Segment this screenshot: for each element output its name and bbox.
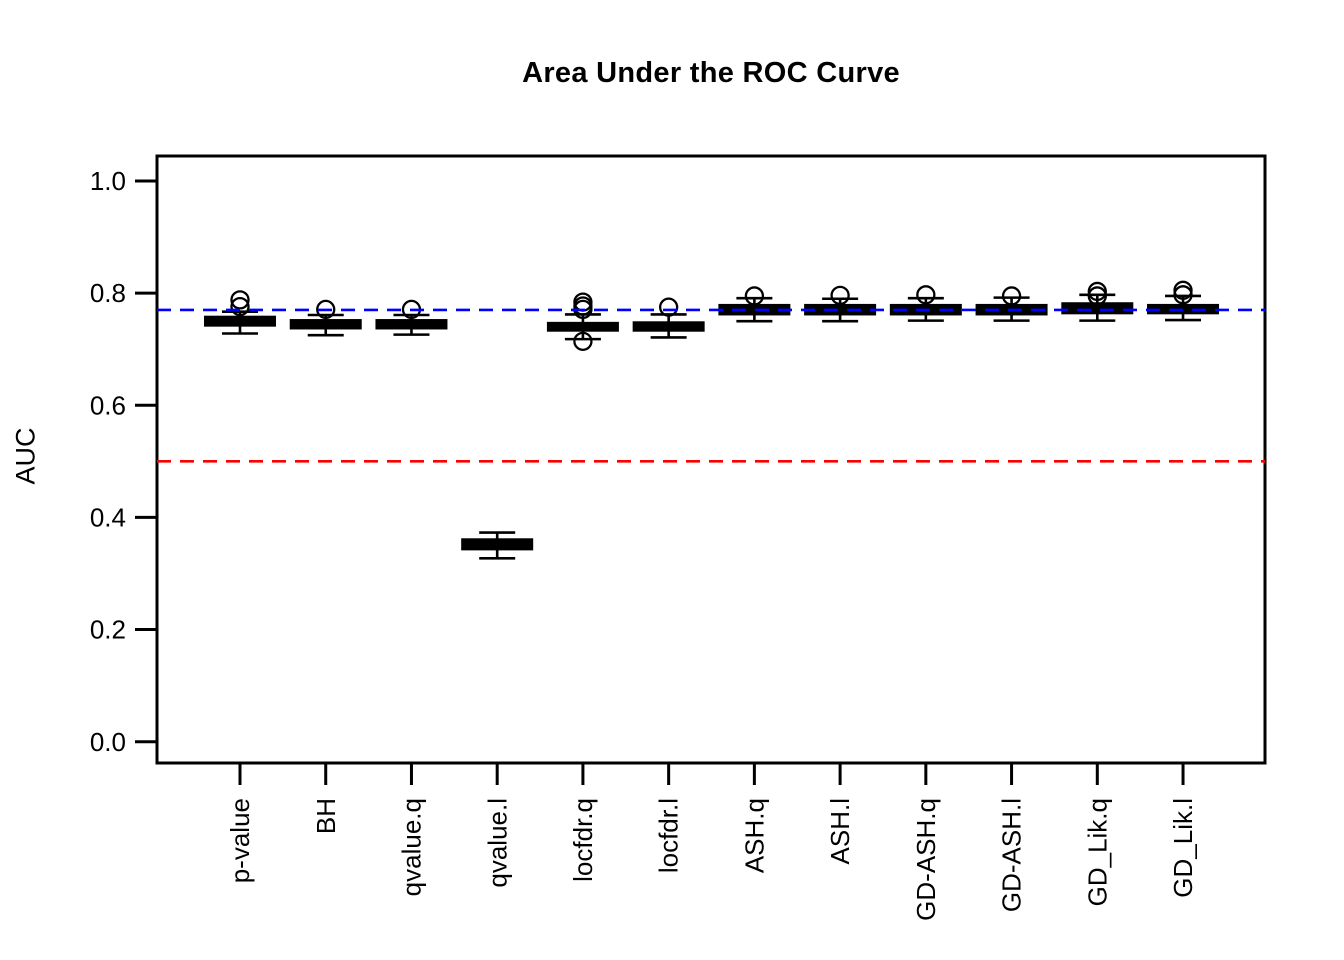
- x-tick-label: ASH.l: [825, 798, 855, 864]
- outlier-point: [230, 296, 250, 317]
- x-tick-label: GD_Lik.q: [1082, 798, 1112, 906]
- plot-border: [155, 154, 1267, 765]
- x-tick-label: BH: [311, 798, 341, 834]
- x-tick-label: qvalue.l: [482, 798, 512, 888]
- y-tick-label: 0.2: [90, 615, 126, 645]
- y-tick-label: 0.6: [90, 390, 126, 420]
- outlier-point: [744, 286, 765, 306]
- x-tick-label: locfdr.q: [568, 798, 598, 882]
- chart-title: Area Under the ROC Curve: [522, 57, 900, 89]
- x-tick-label: locfdr.l: [654, 798, 684, 873]
- y-tick-label: 0.4: [90, 503, 126, 533]
- outlier-point: [1087, 286, 1107, 306]
- outlier-point: [659, 297, 679, 317]
- y-tick-label: 0.0: [90, 727, 126, 757]
- outlier-point: [1173, 285, 1193, 305]
- x-tick-label: GD-ASH.q: [911, 798, 941, 921]
- y-tick-label: 0.8: [90, 278, 126, 308]
- x-tick-label: GD-ASH.l: [997, 798, 1027, 912]
- outlier-point: [830, 285, 850, 306]
- x-tick-label: p-value: [225, 798, 255, 883]
- outlier-point: [573, 331, 593, 352]
- x-tick-label: ASH.q: [739, 798, 769, 873]
- y-tick-label: 1.0: [90, 166, 126, 196]
- outlier-point: [1001, 286, 1022, 306]
- x-tick-label: qvalue.q: [397, 798, 427, 896]
- outlier-point: [916, 285, 936, 305]
- x-tick-label: GD_Lik.l: [1168, 798, 1198, 898]
- outlier-point: [230, 290, 250, 310]
- outlier-point: [316, 299, 336, 320]
